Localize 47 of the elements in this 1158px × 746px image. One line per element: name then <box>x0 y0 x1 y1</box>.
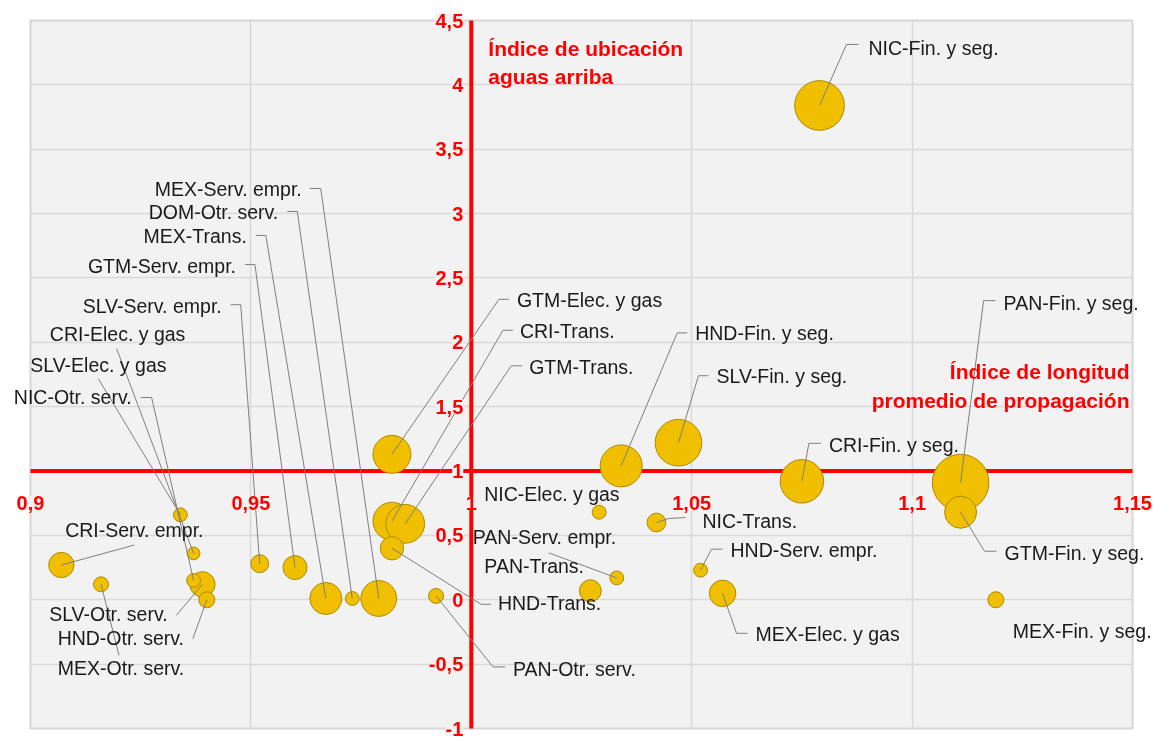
y-tick-label: 0,5 <box>435 524 464 547</box>
annotation: PAN-Fin. y seg. <box>1003 291 1139 314</box>
annotation: GTM-Elec. y gas <box>516 289 663 312</box>
x-tick-label: 1,1 <box>898 492 927 515</box>
annotation: MEX-Fin. y seg. <box>1012 619 1152 642</box>
annotation: HND-Serv. empr. <box>730 539 878 562</box>
x-tick-label: 1,15 <box>1113 492 1152 515</box>
annotation: HND-Otr. serv. <box>57 626 185 649</box>
annotation: CRI-Fin. y seg. <box>828 434 959 457</box>
annotation: SLV-Elec. y gas <box>30 353 167 376</box>
y-tick-label: 2 <box>452 331 464 354</box>
annotation: PAN-Serv. empr. <box>472 525 617 548</box>
annotation: HND-Fin. y seg. <box>695 321 834 344</box>
y-tick-label: 1,5 <box>435 395 464 418</box>
annotation: CRI-Serv. empr. <box>65 519 204 542</box>
annotation: GTM-Serv. empr. <box>87 254 236 277</box>
y-tick-label: 0 <box>452 588 464 611</box>
x-tick-label: 0,95 <box>231 492 271 515</box>
annotation: HND-Trans. <box>497 592 602 615</box>
annotation: SLV-Otr. serv. <box>49 603 168 626</box>
x-axis-title: Índice de longitud promedio de propagación <box>871 360 1130 412</box>
annotation: DOM-Otr. serv. <box>148 201 279 224</box>
annotation: GTM-Fin. y seg. <box>1004 542 1145 565</box>
annotation: MEX-Elec. y gas <box>755 623 900 646</box>
y-tick-label: 4 <box>452 73 465 96</box>
annotation: NIC-Elec. y gas <box>484 483 620 506</box>
y-tick-label: 4,5 <box>435 9 464 32</box>
annotation: SLV-Serv. empr. <box>82 294 222 317</box>
annotation: CRI-Elec. y gas <box>49 323 186 346</box>
y-tick-label: 3,5 <box>435 138 464 161</box>
annotation: MEX-Serv. empr. <box>154 178 302 201</box>
annotation: CRI-Trans. <box>519 320 615 343</box>
y-tick-label: 3 <box>452 202 464 225</box>
y-tick-label: -1 <box>445 717 464 740</box>
annotation: MEX-Trans. <box>143 225 247 248</box>
annotation: MEX-Otr. serv. <box>57 657 185 680</box>
y-tick-label: -0,5 <box>428 653 464 676</box>
annotation: NIC-Fin. y seg. <box>868 37 999 60</box>
x-tick-label: 0,9 <box>16 492 45 515</box>
annotation: PAN-Otr. serv. <box>513 657 636 680</box>
annotation: GTM-Trans. <box>529 355 634 378</box>
y-tick-label: 2,5 <box>435 266 464 289</box>
annotation: PAN-Trans. <box>484 554 584 577</box>
annotation: SLV-Fin. y seg. <box>716 364 848 387</box>
y-tick-label: 1 <box>452 460 464 483</box>
annotation: NIC-Otr. serv. <box>13 386 132 409</box>
y-axis-title: Índice de ubicación aguas arriba <box>488 36 684 89</box>
